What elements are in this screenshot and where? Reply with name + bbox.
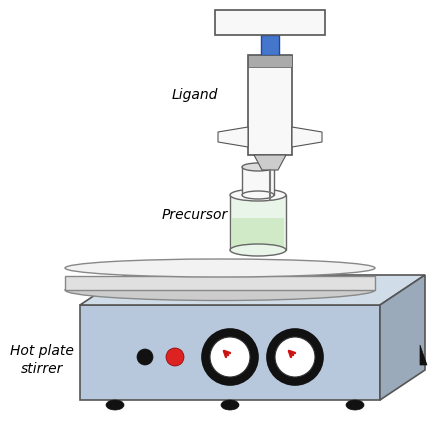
Circle shape	[166, 348, 184, 366]
Polygon shape	[80, 275, 425, 305]
Polygon shape	[248, 55, 292, 67]
Ellipse shape	[65, 280, 375, 300]
Circle shape	[275, 337, 315, 377]
Polygon shape	[380, 275, 425, 400]
Ellipse shape	[230, 189, 286, 201]
Polygon shape	[230, 195, 286, 250]
Polygon shape	[218, 127, 248, 147]
Polygon shape	[215, 10, 325, 35]
Circle shape	[267, 329, 323, 385]
Circle shape	[202, 329, 258, 385]
Circle shape	[137, 349, 153, 365]
Ellipse shape	[65, 259, 375, 277]
Polygon shape	[248, 55, 292, 155]
Ellipse shape	[106, 400, 124, 410]
Polygon shape	[80, 305, 380, 400]
Ellipse shape	[230, 244, 286, 256]
Ellipse shape	[242, 163, 274, 171]
Text: Precursor: Precursor	[162, 208, 228, 222]
Text: Ligand: Ligand	[172, 88, 218, 102]
Text: Hot plate
stirrer: Hot plate stirrer	[10, 344, 74, 376]
Polygon shape	[254, 155, 286, 170]
Polygon shape	[65, 276, 375, 290]
Ellipse shape	[242, 191, 274, 199]
Circle shape	[210, 337, 250, 377]
Polygon shape	[232, 218, 284, 248]
Polygon shape	[292, 127, 322, 147]
Ellipse shape	[346, 400, 364, 410]
Polygon shape	[420, 345, 427, 365]
Ellipse shape	[221, 400, 239, 410]
Polygon shape	[242, 167, 274, 195]
Polygon shape	[261, 35, 279, 55]
